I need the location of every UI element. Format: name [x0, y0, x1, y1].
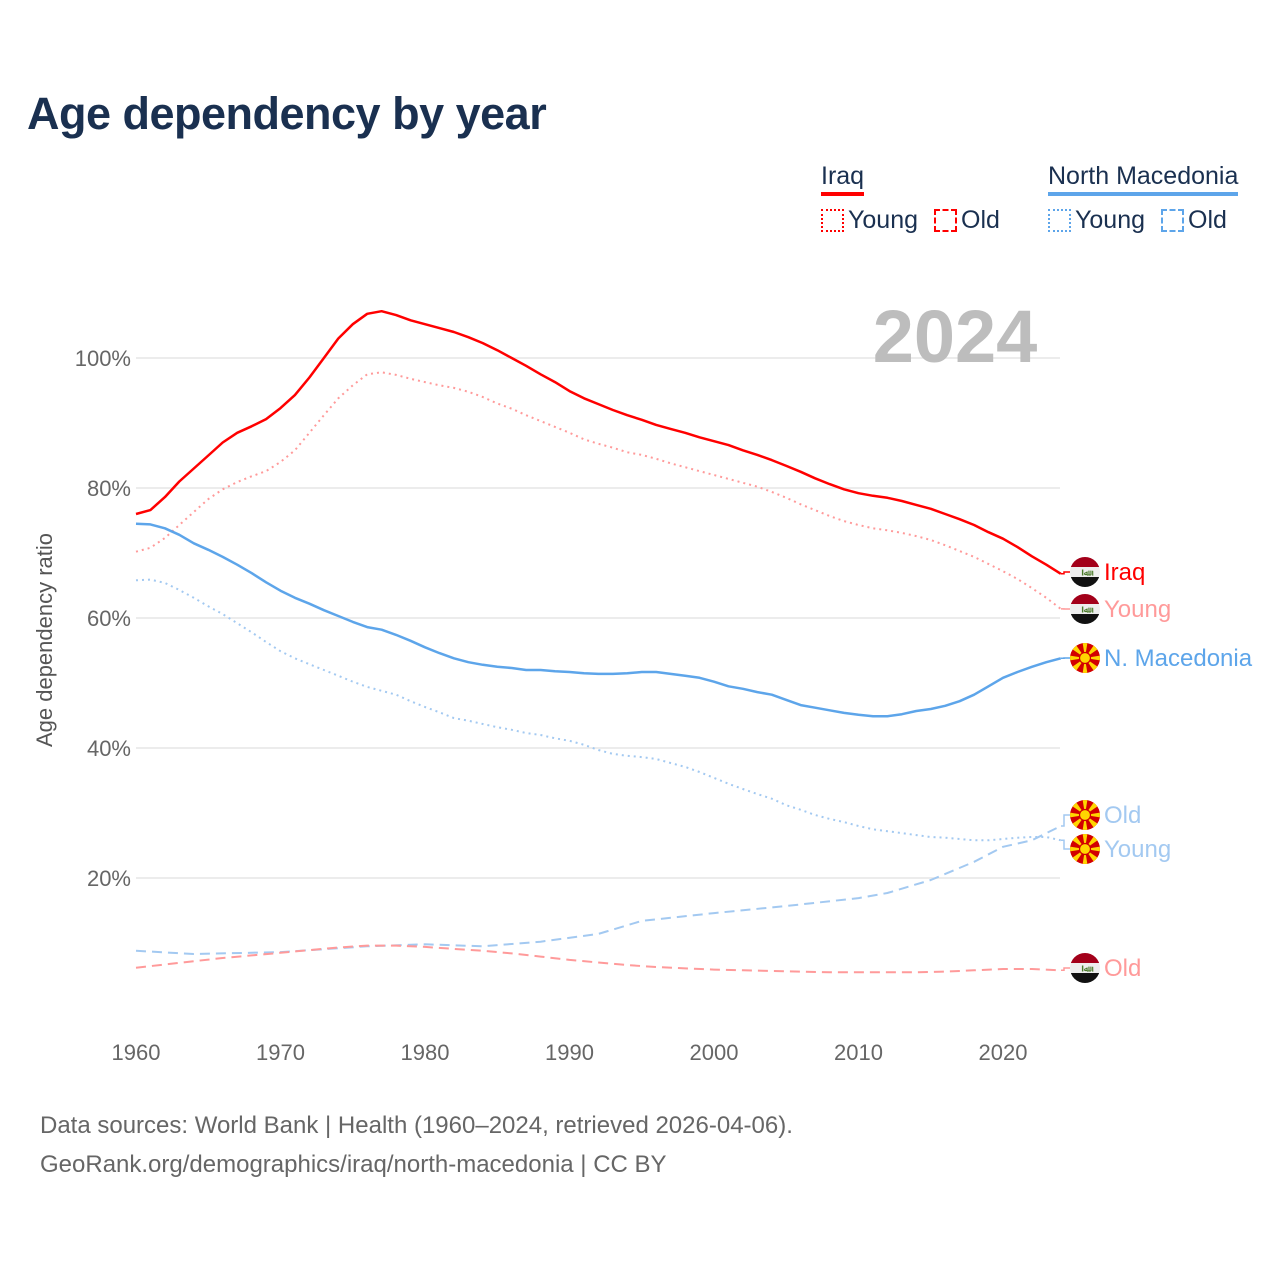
y-axis-label: Age dependency ratio: [32, 533, 57, 747]
legend-north-macedonia: North Macedonia Young Old: [1048, 162, 1239, 235]
chart-title: Age dependency by year: [27, 88, 547, 139]
north-macedonia-flag-icon: [1069, 799, 1101, 831]
legend-label: Young: [848, 206, 918, 234]
legend-country-name: Iraq: [821, 162, 865, 196]
y-tick-label: 60%: [87, 606, 131, 631]
legend-item-iraq-young: Young: [821, 206, 918, 235]
x-tick-label: 1990: [545, 1040, 594, 1065]
y-tick-label: 20%: [87, 866, 131, 891]
x-tick-label: 1980: [401, 1040, 450, 1065]
legend-country-name: North Macedonia: [1048, 162, 1239, 196]
label-connector: [1061, 839, 1070, 850]
end-label: Young: [1104, 596, 1171, 623]
series-line-north-macedonia: [135, 522, 1062, 718]
end-label: N. Macedonia: [1104, 645, 1253, 672]
x-tick-label: 2020: [979, 1040, 1028, 1065]
series-line-iraq-young: [135, 371, 1062, 610]
series-line-iraq-old: [135, 944, 1061, 974]
north-macedonia-flag-icon: [1069, 642, 1101, 674]
end-label: Old: [1104, 955, 1141, 982]
end-label: Old: [1104, 802, 1141, 829]
legend-item-mk-old: Old: [1161, 206, 1227, 235]
dotted-swatch-icon: [821, 209, 844, 232]
year-label: 2024: [873, 295, 1038, 378]
legend-label: Young: [1075, 206, 1145, 234]
series-line-north-macedonia-old: [135, 825, 1062, 955]
x-tick-label: 1960: [112, 1040, 161, 1065]
x-tick-label: 2010: [834, 1040, 883, 1065]
y-tick-label: 80%: [87, 476, 131, 501]
iraq-flag-icon: [1070, 953, 1100, 983]
y-tick-label: 40%: [87, 736, 131, 761]
label-connector: [1061, 967, 1070, 972]
dotted-swatch-icon: [1048, 209, 1071, 232]
legend-item-mk-young: Young: [1048, 206, 1145, 235]
series-line-iraq: [135, 309, 1062, 575]
x-tick-label: 2000: [690, 1040, 739, 1065]
dashed-swatch-icon: [1161, 209, 1184, 232]
legend-label: Old: [961, 206, 1000, 234]
end-label: Young: [1104, 836, 1171, 863]
legend-label: Old: [1188, 206, 1227, 234]
source-link[interactable]: GeoRank.org/demographics/iraq/north-mace…: [40, 1151, 667, 1178]
y-tick-label: 100%: [75, 346, 131, 371]
iraq-flag-icon: [1070, 594, 1100, 624]
north-macedonia-flag-icon: [1069, 833, 1101, 865]
legend-iraq: Iraq Young Old: [821, 162, 1000, 235]
label-connector: [1061, 814, 1070, 827]
label-connector: [1061, 571, 1070, 575]
dashed-swatch-icon: [934, 209, 957, 232]
iraq-flag-icon: [1070, 557, 1100, 587]
x-tick-label: 1970: [256, 1040, 305, 1065]
legend-item-iraq-old: Old: [934, 206, 1000, 235]
end-label: Iraq: [1104, 559, 1145, 586]
data-source-note: Data sources: World Bank | Health (1960–…: [40, 1112, 793, 1139]
series-line-north-macedonia-young: [135, 578, 1062, 842]
footer: Data sources: World Bank | Health (1960–…: [40, 1106, 793, 1184]
